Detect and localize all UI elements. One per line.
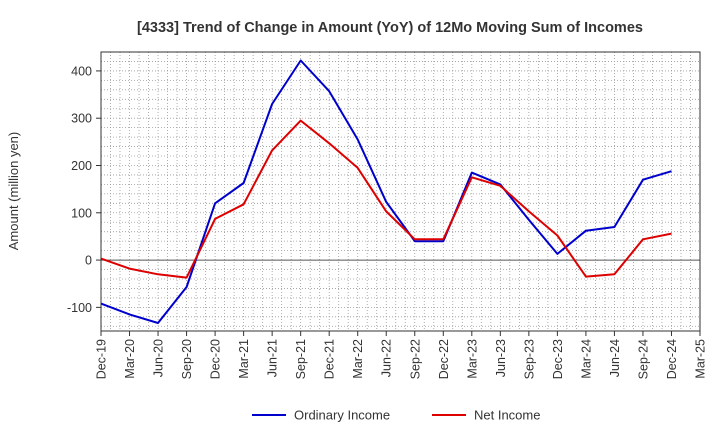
x-tick-label: Jun-24 bbox=[608, 339, 622, 377]
plot-area bbox=[101, 52, 700, 331]
y-tick-label: 100 bbox=[71, 206, 92, 220]
x-tick-label: Dec-20 bbox=[209, 339, 223, 379]
x-tick-label: Dec-23 bbox=[551, 339, 565, 379]
x-tick-label: Jun-20 bbox=[152, 339, 166, 377]
grid bbox=[101, 51, 700, 331]
x-tick-label: Sep-21 bbox=[294, 339, 308, 379]
x-tick-label: Mar-22 bbox=[351, 339, 365, 379]
plot-frame bbox=[100, 51, 701, 332]
chart-title: [4333] Trend of Change in Amount (YoY) o… bbox=[137, 20, 643, 36]
x-tick-label: Sep-22 bbox=[408, 339, 422, 379]
x-tick-label: Mar-23 bbox=[465, 339, 479, 379]
series-lines bbox=[100, 59, 672, 324]
y-axis-label: Amount (million yen) bbox=[6, 132, 21, 251]
x-tick-label: Dec-24 bbox=[665, 339, 679, 379]
x-tick-label: Sep-23 bbox=[522, 339, 536, 379]
axes: -100 0 100 200 300 400 Dec-19 Mar-20 Jun-20 Sep-2… bbox=[67, 51, 708, 379]
legend-label: Net Income bbox=[474, 408, 540, 423]
x-tick-label: Dec-21 bbox=[323, 339, 337, 379]
legend: Ordinary Income Net Income bbox=[252, 408, 540, 423]
series-line-net-income bbox=[100, 119, 672, 279]
x-tick-label: Mar-25 bbox=[694, 339, 708, 379]
y-tick-label: -100 bbox=[67, 301, 92, 315]
x-tick-label: Sep-20 bbox=[180, 339, 194, 379]
y-tick-label: 400 bbox=[71, 64, 92, 78]
x-tick-label: Mar-20 bbox=[123, 339, 137, 379]
x-tick-label: Jun-22 bbox=[380, 339, 394, 377]
x-tick-label: Dec-22 bbox=[437, 339, 451, 379]
x-tick-label: Jun-23 bbox=[494, 339, 508, 377]
x-tick-label: Mar-24 bbox=[579, 339, 593, 379]
y-tick-label: 200 bbox=[71, 159, 92, 173]
x-tick-label: Sep-24 bbox=[636, 339, 650, 379]
legend-label: Ordinary Income bbox=[294, 408, 390, 423]
y-tick-label: 300 bbox=[71, 112, 92, 126]
x-tick-label: Mar-21 bbox=[237, 339, 251, 379]
y-tick-label: 0 bbox=[85, 254, 92, 268]
x-tick-label: Jun-21 bbox=[266, 339, 280, 377]
x-tick-label: Dec-19 bbox=[95, 339, 109, 379]
